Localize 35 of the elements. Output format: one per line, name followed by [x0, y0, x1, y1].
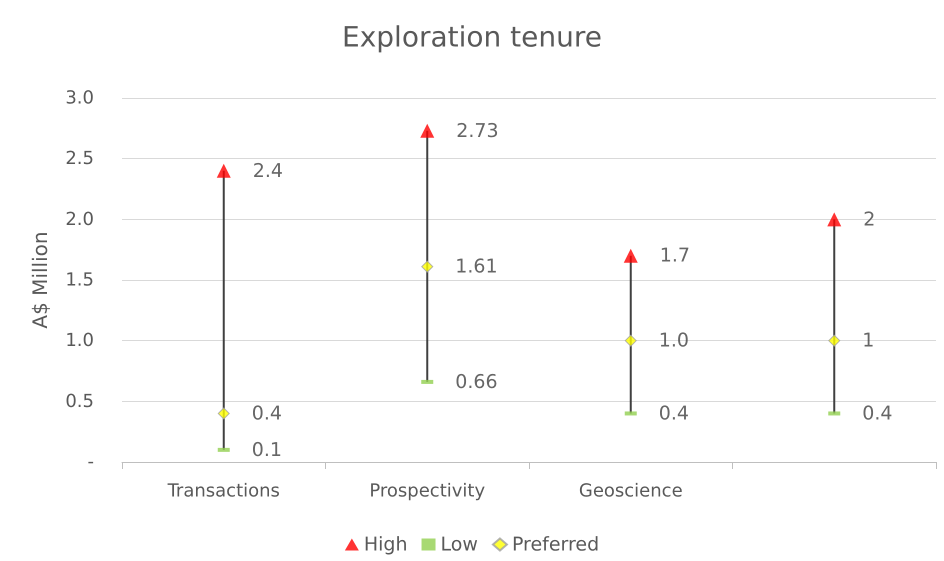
point: [420, 124, 434, 138]
point: [624, 248, 638, 263]
data-label: 0.4: [658, 402, 689, 424]
data-label: 0.4: [252, 402, 282, 424]
data-label: 0.66: [455, 370, 498, 393]
data-label: 2: [863, 208, 876, 230]
data-label: 0.4: [862, 402, 892, 424]
data-label: 1.7: [660, 244, 690, 267]
data-label: 1.0: [658, 330, 689, 352]
x-tick-label: Geoscience: [578, 480, 683, 502]
y-tick-label: 3.0: [65, 88, 94, 108]
data-label: 2.73: [456, 120, 499, 142]
x-tick-label: Prospectivity: [369, 480, 486, 502]
point: [216, 164, 231, 178]
y-tick-label: -: [88, 452, 94, 472]
point: [421, 260, 434, 273]
y-tick-label: 1.5: [65, 270, 94, 290]
y-axis-title: A$ Million: [28, 231, 52, 329]
legend-label: Preferred: [512, 534, 600, 556]
y-tick-label: 2.5: [65, 148, 94, 170]
point: [624, 334, 637, 347]
point: [828, 334, 840, 347]
chart-title: Exploration tenure: [342, 20, 602, 54]
point: [218, 407, 230, 420]
legend-label: High: [364, 534, 408, 556]
data-label: 1: [862, 330, 874, 352]
y-tick-label: 2.0: [65, 208, 94, 230]
y-tick-label: 0.5: [65, 390, 94, 412]
point: [827, 212, 842, 226]
legend-label: Low: [440, 534, 478, 556]
x-tick-label: Transactions: [166, 480, 280, 502]
data-label: 0.1: [252, 438, 282, 461]
data-label: 1.61: [455, 256, 498, 278]
data-label: 2.4: [252, 160, 283, 182]
y-tick-label: 1.0: [65, 330, 94, 352]
